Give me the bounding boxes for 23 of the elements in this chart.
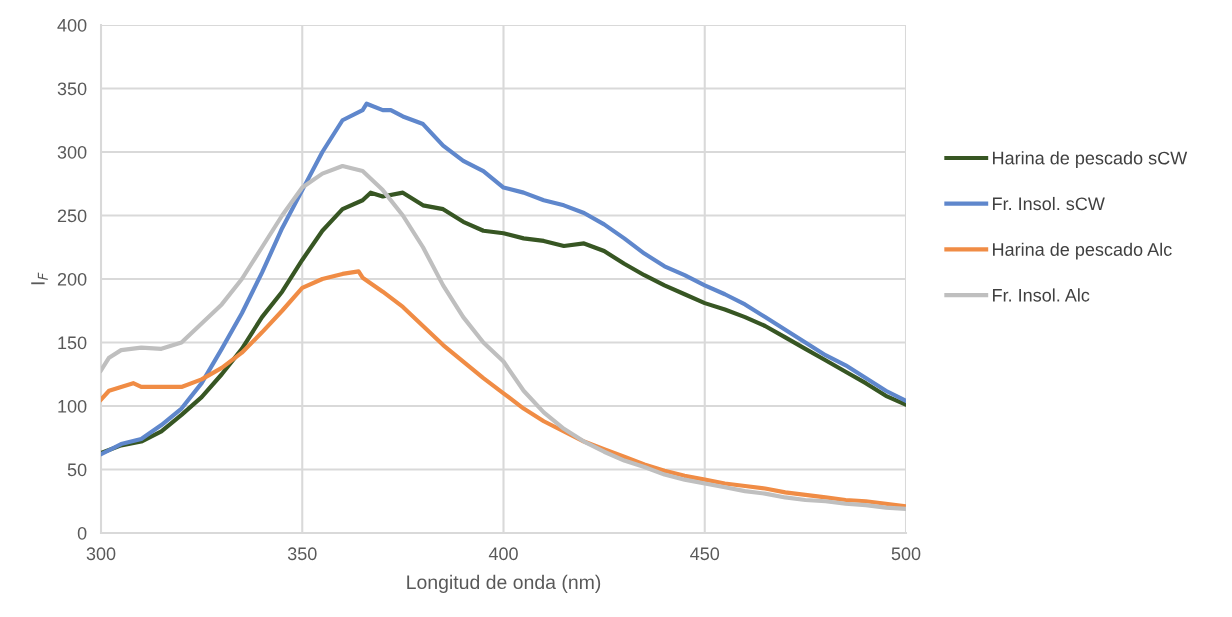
y-tick-label: 250 (57, 209, 87, 223)
y-tick-label: 200 (57, 272, 87, 286)
legend-label: Fr. Insol. sCW (993, 196, 1105, 211)
y-tick-label: 300 (57, 145, 87, 159)
legend-label: Harina de pescado Alc (993, 242, 1172, 260)
x-axis-title: Longitud de onda (nm) (407, 574, 601, 593)
x-tick-label: 300 (86, 547, 116, 561)
y-tick-label: 350 (57, 82, 87, 96)
y-tick-label: 400 (57, 18, 87, 32)
line-series (101, 269, 906, 509)
y-tick-label: 0 (77, 526, 87, 540)
y-axis-title: I$_{F}$ (31, 272, 48, 285)
legend-label: Harina de pescado sCW (993, 151, 1188, 169)
legend-label: Fr. Insol. Alc (993, 288, 1090, 302)
x-tick-label: 350 (287, 547, 317, 561)
y-tick-label: 150 (58, 336, 87, 350)
y-tick-label: 50 (67, 463, 87, 477)
x-tick-label: 450 (690, 547, 720, 561)
line-series (101, 163, 906, 511)
x-tick-label: 500 (891, 547, 921, 561)
line-series (101, 101, 906, 457)
x-tick-label: 400 (488, 547, 518, 561)
y-tick-label: 100 (58, 399, 87, 413)
